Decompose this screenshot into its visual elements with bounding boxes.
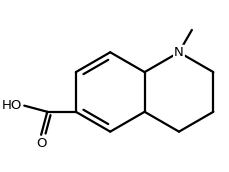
Text: N: N: [173, 46, 183, 59]
Text: HO: HO: [2, 99, 22, 112]
Text: O: O: [36, 137, 46, 150]
